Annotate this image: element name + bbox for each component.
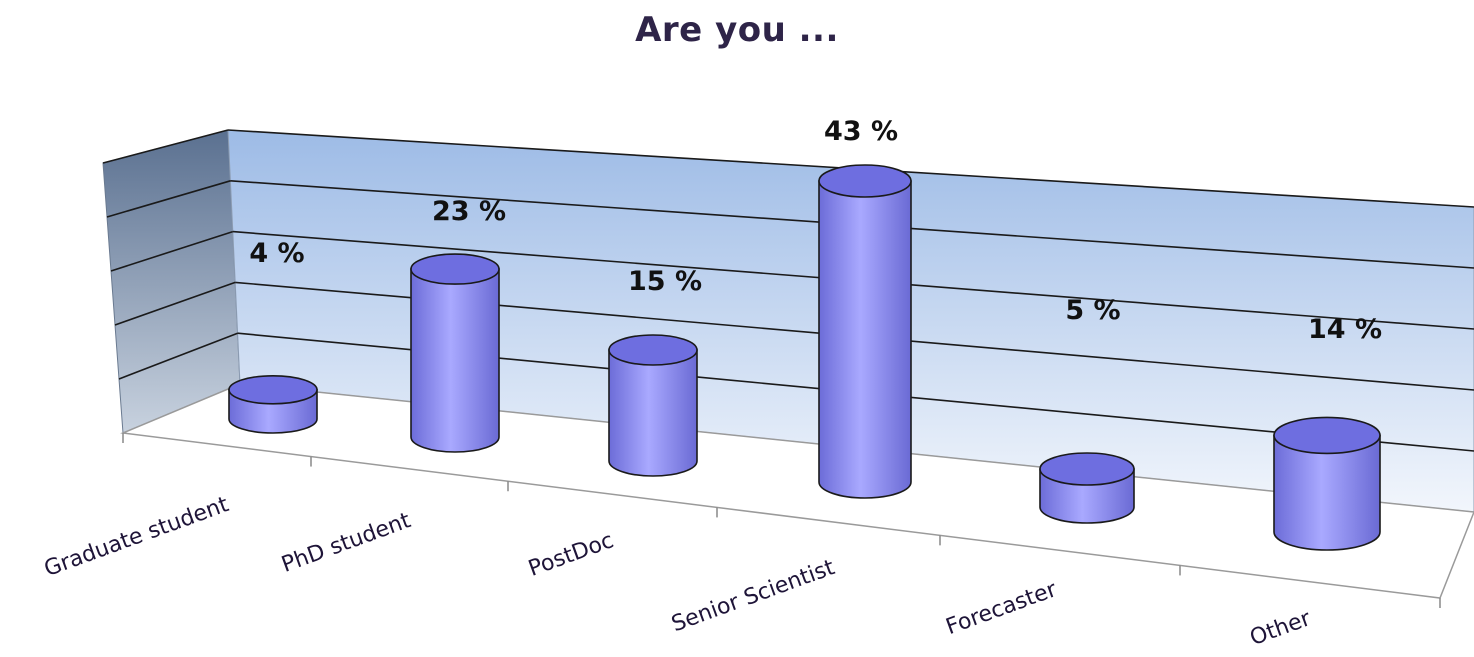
gridline-side xyxy=(106,180,231,218)
bar-body xyxy=(1273,434,1381,551)
bar-forecaster xyxy=(1039,452,1135,524)
category-label: Forecaster xyxy=(943,577,1061,640)
axis-ticks xyxy=(122,433,1441,608)
bar-postdoc xyxy=(608,334,698,477)
value-label: 4 % xyxy=(249,238,304,269)
value-label: 23 % xyxy=(432,196,506,227)
gridline-side xyxy=(118,332,238,380)
bars xyxy=(228,164,1381,551)
category-label: Other xyxy=(1247,606,1315,651)
value-labels: 4 % 23 % 15 % 43 % 5 % 14 % xyxy=(249,116,1382,345)
bar-other xyxy=(1273,416,1381,551)
gridline-side xyxy=(102,129,229,164)
value-label: 14 % xyxy=(1308,314,1382,345)
value-label: 5 % xyxy=(1065,295,1120,326)
gridline-side xyxy=(110,230,234,272)
bar-top xyxy=(1273,416,1381,455)
bar-body xyxy=(818,180,912,499)
bar-senior-scientist xyxy=(818,164,912,499)
bar-phd-student xyxy=(410,253,500,453)
category-label: PostDoc xyxy=(525,528,617,582)
bar-top xyxy=(818,164,912,198)
bar-top xyxy=(608,334,698,366)
bar-top xyxy=(410,253,500,285)
chart-title: Are you ... xyxy=(635,10,839,50)
gridline-side xyxy=(114,281,236,326)
value-label: 15 % xyxy=(628,266,702,297)
side-wall xyxy=(102,129,241,434)
bar-top xyxy=(228,374,318,405)
value-label: 43 % xyxy=(824,116,898,147)
bar-body xyxy=(410,268,500,453)
bar-top xyxy=(1039,452,1135,486)
bar-graduate-student xyxy=(228,374,318,434)
category-label: Senior Scientist xyxy=(668,555,838,637)
bar-body xyxy=(608,349,698,477)
category-label: Graduate student xyxy=(41,492,232,582)
category-label: PhD student xyxy=(278,508,414,578)
